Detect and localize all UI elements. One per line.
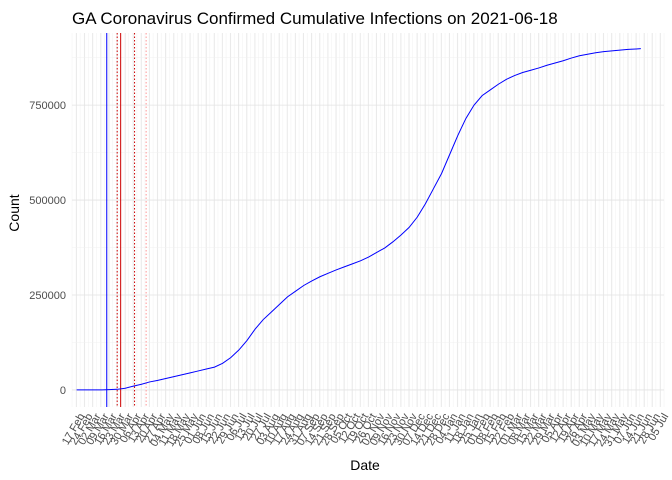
y-tick-label: 0 [60,385,66,397]
series-layer [76,48,641,391]
grid [71,33,665,407]
chart-title: GA Coronavirus Confirmed Cumulative Infe… [72,9,558,28]
y-tick-label: 500000 [29,195,66,207]
series-line [76,48,641,391]
x-axis-title: Date [350,457,380,473]
y-tick-label: 750000 [29,100,66,112]
y-axis-ticks: 0 250000 500000 750000 [29,100,66,397]
y-axis-title: Count [6,194,22,231]
y-tick-label: 250000 [29,290,66,302]
reference-lines [106,33,147,407]
